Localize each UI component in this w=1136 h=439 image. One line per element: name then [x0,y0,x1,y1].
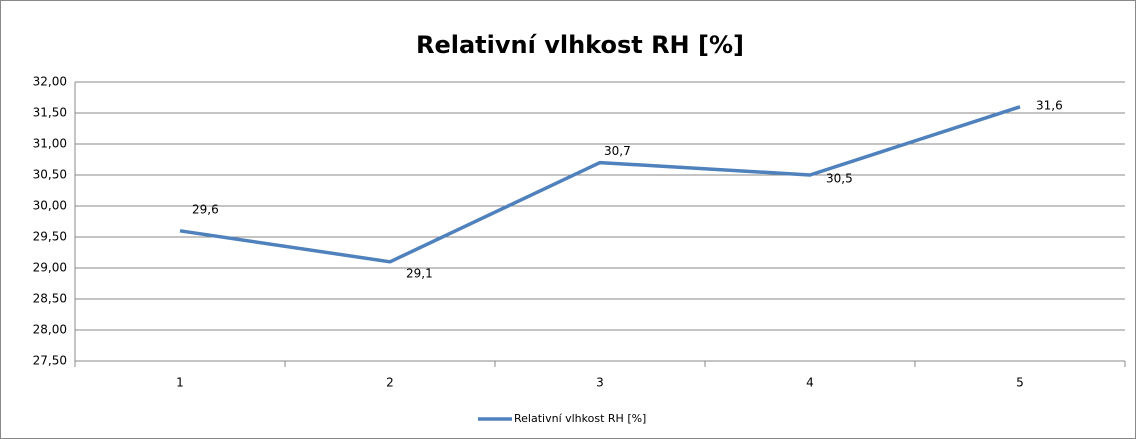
y-tick-label: 32,00 [33,75,67,89]
data-label: 29,1 [406,266,433,280]
y-tick-label: 31,00 [33,137,67,151]
y-tick-label: 30,00 [33,199,67,213]
x-tick-label: 4 [806,376,814,390]
y-tick-label: 29,00 [33,261,67,275]
data-label: 29,6 [192,202,219,216]
y-tick-label: 30,50 [33,168,67,182]
chart-title: Relativní vlhkost RH [%] [416,31,744,59]
y-tick-label: 28,00 [33,323,67,337]
y-tick-label: 27,50 [33,354,67,368]
x-tick-label: 5 [1016,376,1024,390]
y-tick-label: 29,50 [33,230,67,244]
series-line [179,105,1021,264]
data-label: 31,6 [1036,98,1063,112]
data-label: 30,5 [826,172,853,186]
y-tick-label: 31,50 [33,106,67,120]
x-tick-label: 2 [386,376,394,390]
data-label: 30,7 [604,144,631,158]
x-tick-label: 1 [176,376,184,390]
legend-label: Relativní vlhkost RH [%] [514,412,646,425]
x-tick-label: 3 [596,376,604,390]
y-tick-label: 28,50 [33,292,67,306]
